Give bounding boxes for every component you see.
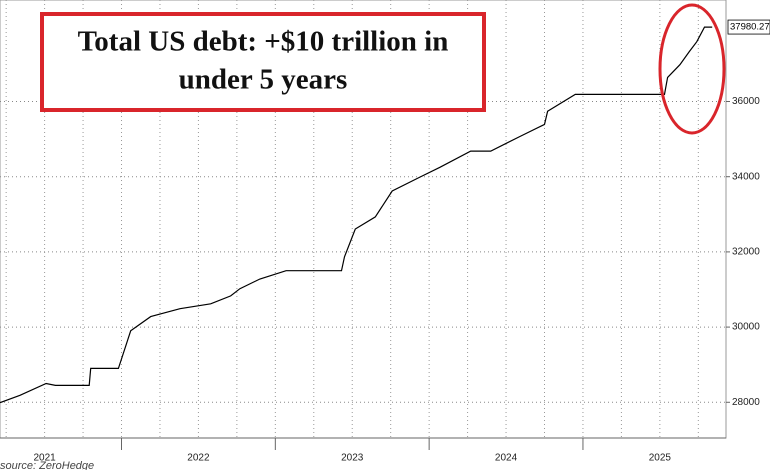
x-tick-label: 2024 (495, 453, 518, 464)
source: source: ZeroHedge (0, 460, 94, 470)
y-tick-label: 36000 (732, 96, 760, 107)
x-tick-label: 2022 (187, 453, 210, 464)
y-tick-label: 30000 (732, 322, 760, 333)
y-tick-label: 28000 (732, 397, 760, 408)
annotation: Total US debt: +$10 trillion in (78, 26, 449, 58)
x-tick-label: 2023 (341, 453, 364, 464)
debt-line (0, 26, 713, 404)
highlight-ellipse (658, 3, 726, 135)
y-tick-label: 34000 (732, 171, 760, 182)
last-value-box (727, 19, 770, 35)
y-tick-label: 32000 (732, 247, 760, 258)
x-tick-label: 2025 (649, 453, 672, 464)
last-value-label: 37980.27 (730, 22, 770, 33)
x-tick-label: 2021 (33, 453, 56, 464)
annotation: under 5 years (179, 64, 348, 96)
marks (0, 26, 713, 404)
annotation-box (40, 12, 486, 112)
